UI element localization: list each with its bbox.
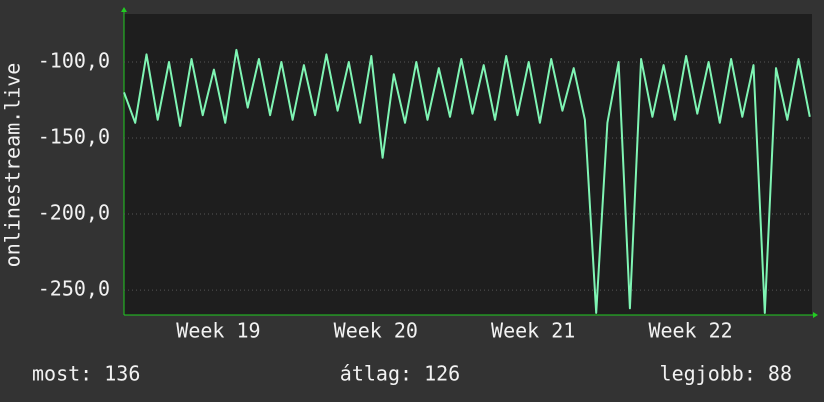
plot-area — [124, 14, 812, 315]
x-tick-label: Week 20 — [334, 319, 418, 343]
y-axis-label: onlinestream.live — [1, 63, 25, 268]
y-tick-label: -150,0 — [38, 125, 110, 149]
x-tick-label: Week 19 — [176, 319, 260, 343]
summary-stat: átlag: 126 — [340, 362, 460, 386]
x-tick-label: Week 22 — [648, 319, 732, 343]
y-tick-label: -200,0 — [38, 201, 110, 225]
y-tick-label: -100,0 — [38, 49, 110, 73]
x-tick-label: Week 21 — [491, 319, 575, 343]
summary-stat: most: 136 — [32, 362, 140, 386]
axis-arrow — [813, 312, 818, 318]
axis-arrow — [121, 7, 127, 12]
summary-stat: legjobb: 88 — [660, 362, 792, 386]
series-line — [123, 48, 811, 314]
y-tick-label: -250,0 — [38, 277, 110, 301]
